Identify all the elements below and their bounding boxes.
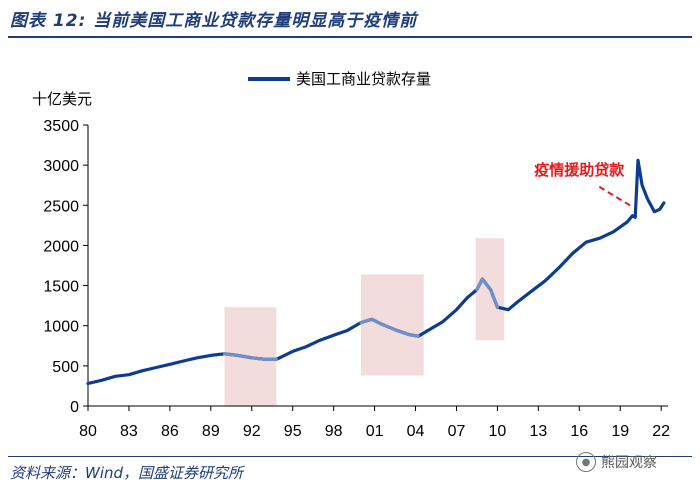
y-tick-label: 1000 [43, 319, 79, 336]
x-tick-label: 83 [120, 423, 138, 440]
x-tick-label: 22 [652, 423, 670, 440]
x-tick-label: 07 [448, 423, 466, 440]
source-note: 资料来源：Wind，国盛证券研究所 [10, 464, 244, 482]
line-chart: 0 500 1000 1500 2000 2500 3000 3500 80 83 86 89 92 95… [32, 70, 670, 440]
x-tick-label: 16 [570, 423, 588, 440]
x-tick-label: 98 [325, 423, 343, 440]
series-layer [86, 158, 666, 386]
footer-rule [8, 456, 692, 457]
legend: 美国工商业贷款存量 [248, 70, 431, 88]
x-tick-label: 95 [284, 423, 302, 440]
x-tick-label: 10 [489, 423, 507, 440]
y-tick-label: 3000 [43, 158, 79, 175]
x-tick-label: 19 [611, 423, 629, 440]
title-rule [8, 36, 692, 38]
y-tick-label: 500 [52, 359, 79, 376]
annotation-arrow [598, 185, 632, 207]
x-tick-label: 04 [407, 423, 425, 440]
x-tick-label: 13 [529, 423, 547, 440]
figure-title: 图表 12: 当前美国工商业贷款存量明显高于疫情前 [10, 11, 418, 31]
x-tick-label: 92 [243, 423, 261, 440]
y-tick-label: 1500 [43, 279, 79, 296]
annotation-layer: 疫情援助贷款 [534, 161, 632, 207]
watermark: ● 熊园观察 [576, 452, 657, 472]
legend-label: 美国工商业贷款存量 [296, 70, 431, 88]
series-line-shaded-segment-1 [222, 352, 278, 361]
y-axis-unit-label: 十亿美元 [32, 90, 92, 108]
y-tick-label: 0 [70, 399, 79, 416]
series-line-shaded-segment-3 [475, 277, 499, 309]
annotation-label: 疫情援助贷款 [534, 161, 625, 179]
x-tick-label: 01 [366, 423, 384, 440]
wechat-icon: ● [576, 452, 596, 472]
y-tick-label: 3500 [43, 118, 79, 135]
shaded-periods [224, 238, 505, 406]
shaded-period-2 [360, 274, 424, 376]
axes: 0 500 1000 1500 2000 2500 3000 3500 80 83 86 89 92 95… [43, 118, 670, 440]
x-tick-label: 80 [79, 423, 97, 440]
y-tick-label: 2500 [43, 198, 79, 215]
x-tick-label: 89 [202, 423, 220, 440]
watermark-label: 熊园观察 [601, 455, 657, 471]
x-tick-label: 86 [161, 423, 179, 440]
series-line-shaded-segment-2 [359, 317, 420, 338]
y-tick-label: 2000 [43, 238, 79, 255]
